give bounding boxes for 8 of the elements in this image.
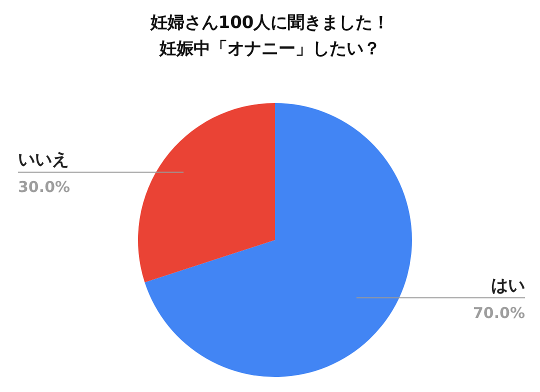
chart-title: 妊婦さん100人に聞きました！ xyxy=(149,13,390,33)
slice-label: いいえ xyxy=(18,150,69,170)
pie-slice xyxy=(144,103,412,377)
data-label: 30.0% xyxy=(18,178,70,196)
chart-subtitle: 妊娠中「オナニー」したい？ xyxy=(158,39,380,59)
data-label: 70.0% xyxy=(472,304,525,322)
slice-label: はい xyxy=(491,276,525,296)
pie-slice xyxy=(138,103,275,282)
